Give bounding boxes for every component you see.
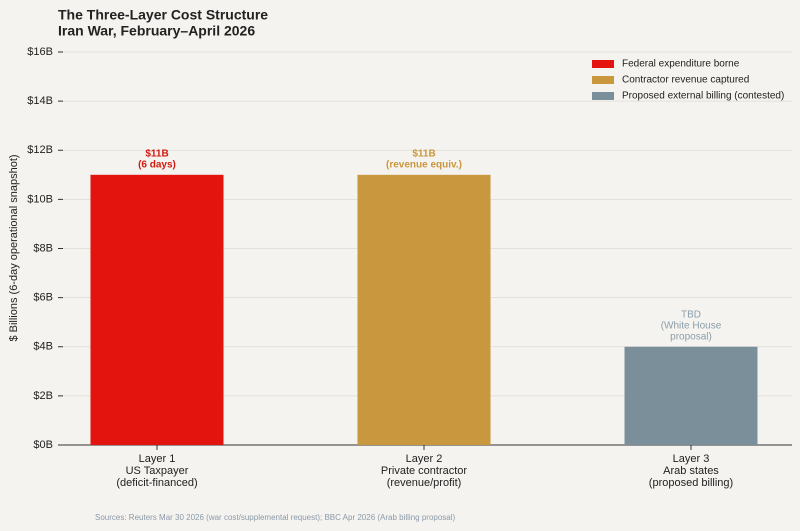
y-tick-label: $8B: [33, 242, 53, 254]
source-note: Sources: Reuters Mar 30 2026 (war cost/s…: [95, 513, 456, 522]
x-tick-label: (revenue/profit): [387, 477, 462, 489]
bar-annotation: (6 days): [138, 159, 176, 170]
bar: [624, 346, 758, 445]
x-tick-label: US Taxpayer: [126, 465, 189, 477]
x-tick-label: (deficit-financed): [116, 477, 197, 489]
x-tick-label: Layer 2: [406, 453, 443, 465]
x-tick-label: Layer 3: [673, 453, 710, 465]
legend-label: Contractor revenue captured: [622, 75, 749, 86]
bar-annotation: (revenue equiv.): [386, 159, 462, 170]
y-tick-label: $6B: [33, 292, 53, 304]
y-tick-label: $4B: [33, 341, 53, 353]
y-tick-label: $12B: [27, 144, 53, 156]
x-tick-label: Arab states: [663, 465, 719, 477]
bar: [357, 174, 491, 445]
x-tick-label: Layer 1: [139, 453, 176, 465]
x-tick-label: (proposed billing): [649, 477, 733, 489]
chart-subtitle: Iran War, February–April 2026: [58, 23, 255, 39]
legend-label: Federal expenditure borne: [622, 59, 740, 70]
y-tick-label: $2B: [33, 390, 53, 402]
y-tick-label: $16B: [27, 46, 53, 58]
legend-swatch: [592, 60, 614, 68]
y-tick-label: $14B: [27, 95, 53, 107]
bar-annotation: $11B: [412, 148, 435, 159]
bar-annotation: TBD: [681, 309, 701, 320]
bar-annotation: (White House: [661, 320, 722, 331]
x-tick-label: Private contractor: [381, 465, 468, 477]
legend-swatch: [592, 92, 614, 100]
bar: [90, 174, 224, 445]
legend-swatch: [592, 76, 614, 84]
chart-title: The Three-Layer Cost Structure: [58, 7, 268, 23]
y-tick-label: $10B: [27, 193, 53, 205]
y-tick-label: $0B: [33, 439, 53, 451]
bar-annotation: $11B: [145, 148, 168, 159]
bar-annotation: proposal): [670, 331, 712, 342]
y-axis-label: $ Billions (6-day operational snapshot): [8, 154, 20, 341]
legend-label: Proposed external billing (contested): [622, 91, 784, 102]
